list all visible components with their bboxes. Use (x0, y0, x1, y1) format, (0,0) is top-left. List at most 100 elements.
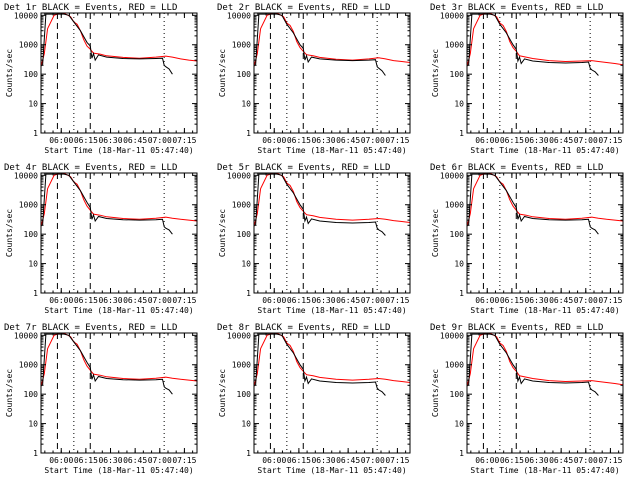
y-tick-label: 1000 (19, 41, 38, 50)
x-tick-label: 06:15 (287, 456, 311, 465)
chart-title: Det 6r BLACK = Events, RED = LLD (430, 163, 603, 173)
y-axis-label: Counts/sec (5, 369, 14, 417)
x-tick-label: 07:15 (172, 136, 196, 145)
x-tick-label: 06:00 (475, 136, 499, 145)
y-tick-label: 10 (28, 420, 38, 429)
chart-svg: Det 3r BLACK = Events, RED = LLD 1 10 100 10… (430, 3, 624, 155)
x-tick-label: 06:45 (549, 136, 573, 145)
y-tick-label: 10 (28, 260, 38, 269)
y-tick-label: 1000 (232, 361, 251, 370)
x-tick-label: 07:00 (574, 456, 598, 465)
plot-frame (40, 12, 198, 134)
x-tick-label: 07:15 (598, 296, 622, 305)
y-tick-label: 10000 (227, 11, 251, 20)
y-axis-label: Counts/sec (5, 49, 14, 97)
chart-title: Det 2r BLACK = Events, RED = LLD (217, 3, 390, 13)
y-tick-label: 10 (241, 100, 251, 109)
y-tick-label: 100 (237, 230, 252, 239)
lld-series-line (254, 173, 410, 227)
x-tick-label: 06:15 (74, 456, 98, 465)
chart-title: Det 7r BLACK = Events, RED = LLD (4, 323, 177, 333)
chart-panel: Det 5r BLACK = Events, RED = LLD 1 10 100 10… (213, 160, 426, 320)
y-tick-label: 1 (33, 449, 38, 458)
lld-series-line (467, 333, 623, 387)
events-series-line (255, 173, 386, 236)
lld-series-line (41, 333, 197, 387)
y-tick-label: 10000 (227, 171, 251, 180)
x-tick-label: 06:30 (524, 296, 548, 305)
x-tick-label: 06:15 (287, 296, 311, 305)
x-tick-label: 06:45 (123, 136, 147, 145)
x-tick-label: 06:45 (336, 296, 360, 305)
chart-panel: Det 4r BLACK = Events, RED = LLD 1 10 100 10… (0, 160, 213, 320)
x-tick-label: 06:00 (49, 136, 73, 145)
events-series-line (255, 13, 386, 76)
x-tick-label: 07:00 (361, 136, 385, 145)
plot-frame (466, 172, 624, 294)
x-axis-label: Start Time (18-Mar-11 05:47:40) (470, 146, 619, 155)
chart-panel: Det 7r BLACK = Events, RED = LLD 1 10 100 10… (0, 320, 213, 480)
y-tick-label: 1 (33, 289, 38, 298)
events-series-line (42, 333, 173, 395)
chart-title: Det 8r BLACK = Events, RED = LLD (217, 323, 390, 333)
chart-svg: Det 2r BLACK = Events, RED = LLD 1 10 100 10… (217, 3, 411, 155)
x-tick-label: 06:45 (336, 136, 360, 145)
x-tick-label: 07:15 (172, 296, 196, 305)
x-tick-label: 07:00 (361, 456, 385, 465)
x-axis-label: Start Time (18-Mar-11 05:47:40) (470, 466, 619, 475)
y-tick-label: 100 (24, 230, 39, 239)
x-tick-label: 07:15 (385, 296, 409, 305)
y-tick-label: 1 (33, 129, 38, 138)
chart-svg: Det 9r BLACK = Events, RED = LLD 1 10 100 10… (430, 323, 624, 475)
x-tick-label: 07:15 (385, 136, 409, 145)
x-tick-label: 06:00 (475, 296, 499, 305)
y-tick-label: 1000 (19, 201, 38, 210)
y-tick-label: 10 (454, 100, 464, 109)
x-tick-label: 07:00 (148, 296, 172, 305)
x-tick-label: 06:30 (98, 456, 122, 465)
y-tick-label: 1000 (445, 201, 464, 210)
x-axis-label: Start Time (18-Mar-11 05:47:40) (44, 146, 193, 155)
y-axis-label: Counts/sec (431, 209, 440, 257)
y-axis-label: Counts/sec (431, 369, 440, 417)
x-tick-label: 07:00 (148, 456, 172, 465)
y-tick-label: 1 (459, 289, 464, 298)
x-tick-label: 06:00 (49, 456, 73, 465)
lld-series-line (254, 333, 410, 387)
chart-title: Det 9r BLACK = Events, RED = LLD (430, 323, 603, 333)
y-tick-label: 10000 (440, 11, 464, 20)
plot-frame (253, 332, 411, 454)
x-tick-label: 07:00 (148, 136, 172, 145)
chart-svg: Det 8r BLACK = Events, RED = LLD 1 10 100 10… (217, 323, 411, 475)
chart-svg: Det 7r BLACK = Events, RED = LLD 1 10 100 10… (4, 323, 198, 475)
lld-series-line (41, 173, 197, 227)
chart-svg: Det 1r BLACK = Events, RED = LLD 1 10 100 10… (4, 3, 198, 155)
y-tick-label: 100 (24, 70, 39, 79)
y-axis-label: Counts/sec (218, 49, 227, 97)
y-tick-label: 100 (450, 390, 465, 399)
y-tick-label: 1 (246, 129, 251, 138)
x-tick-label: 06:30 (98, 136, 122, 145)
x-tick-label: 07:15 (598, 456, 622, 465)
x-tick-label: 06:15 (74, 136, 98, 145)
x-tick-label: 06:45 (549, 456, 573, 465)
chart-svg: Det 4r BLACK = Events, RED = LLD 1 10 100 10… (4, 163, 198, 315)
chart-title: Det 1r BLACK = Events, RED = LLD (4, 3, 177, 13)
x-tick-label: 06:00 (475, 456, 499, 465)
x-axis-label: Start Time (18-Mar-11 05:47:40) (44, 466, 193, 475)
y-tick-label: 10000 (227, 331, 251, 340)
plot-frame (253, 172, 411, 294)
y-tick-label: 100 (450, 230, 465, 239)
y-tick-label: 1 (246, 289, 251, 298)
x-tick-label: 06:00 (262, 136, 286, 145)
chart-panel: Det 3r BLACK = Events, RED = LLD 1 10 100 10… (426, 0, 639, 160)
y-tick-label: 1 (459, 129, 464, 138)
y-axis-label: Counts/sec (431, 49, 440, 97)
chart-panel: Det 6r BLACK = Events, RED = LLD 1 10 100 10… (426, 160, 639, 320)
y-axis-label: Counts/sec (218, 369, 227, 417)
events-series-line (42, 13, 173, 75)
chart-panel: Det 9r BLACK = Events, RED = LLD 1 10 100 10… (426, 320, 639, 480)
chart-panel: Det 1r BLACK = Events, RED = LLD 1 10 100 10… (0, 0, 213, 160)
x-tick-label: 07:15 (598, 136, 622, 145)
x-axis-label: Start Time (18-Mar-11 05:47:40) (257, 146, 406, 155)
